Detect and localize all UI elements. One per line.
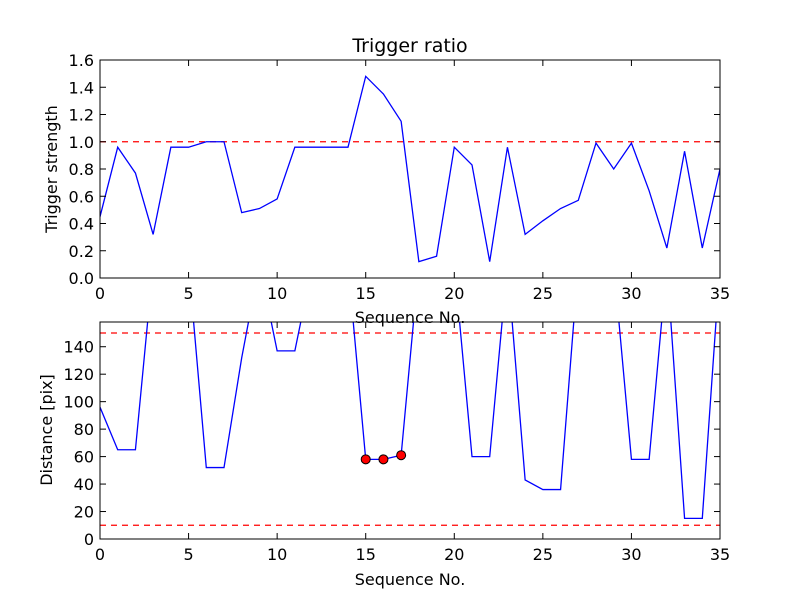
bottom-series-line [100, 322, 717, 520]
top-y-tick-label: 1.4 [69, 78, 94, 97]
top-plot-area [100, 75, 720, 263]
top-x-axis-label: Sequence No. [355, 308, 466, 327]
bottom-data-marker [396, 450, 407, 461]
top-y-tick-label: 0.4 [69, 215, 94, 234]
bottom-y-tick-label: 100 [63, 393, 94, 412]
bottom-y-tick-label: 20 [74, 503, 94, 522]
bottom-axes-frame [99, 321, 721, 540]
bottom-y-tick-label: 140 [63, 338, 94, 357]
bottom-y-tick-label: 120 [63, 365, 94, 384]
top-series-line [100, 75, 720, 263]
top-y-tick-label: 1.0 [69, 133, 94, 152]
bottom-data-marker [378, 454, 389, 465]
bottom-ticks: 0 5 10 15 20 25 30 35 0 20 40 60 80 100 120 140 [63, 322, 730, 564]
top-axes-frame [99, 59, 721, 279]
top-x-tick-label: 30 [621, 284, 641, 303]
bottom-x-tick-label: 5 [183, 545, 193, 564]
bottom-x-tick-label: 15 [356, 545, 376, 564]
top-ticks: 0 5 10 15 20 25 30 35 0.0 0.2 0.4 0.6 0.8 1.0 1.2 1.4 1.… [69, 51, 731, 303]
bottom-x-tick-label: 30 [621, 545, 641, 564]
bottom-y-tick-label: 60 [74, 448, 94, 467]
bottom-data-marker [360, 454, 371, 465]
bottom-x-tick-label: 10 [267, 545, 287, 564]
top-y-tick-label: 1.6 [69, 51, 94, 70]
bottom-x-tick-label: 25 [533, 545, 553, 564]
bottom-x-tick-label: 0 [95, 545, 105, 564]
top-y-tick-label: 0.6 [69, 187, 94, 206]
top-x-tick-label: 15 [356, 284, 376, 303]
top-x-tick-label: 10 [267, 284, 287, 303]
bottom-x-tick-label: 35 [710, 545, 730, 564]
bottom-y-tick-label: 0 [84, 530, 94, 549]
bottom-y-tick-label: 80 [74, 420, 94, 439]
bottom-plot-area [100, 322, 720, 526]
top-chart-title: Trigger ratio [351, 35, 467, 57]
top-y-axis-label: Trigger strength [42, 105, 61, 234]
bottom-y-tick-label: 40 [74, 475, 94, 494]
top-y-tick-label: 0.2 [69, 242, 94, 261]
top-y-tick-label: 0.0 [69, 269, 94, 288]
top-y-tick-label: 1.2 [69, 106, 94, 125]
top-x-tick-label: 0 [95, 284, 105, 303]
top-y-tick-label: 0.8 [69, 160, 94, 179]
top-x-tick-label: 20 [444, 284, 464, 303]
bottom-x-tick-label: 20 [444, 545, 464, 564]
bottom-chart: 0 5 10 15 20 25 30 35 0 20 40 60 80 100 120 140 Sequenc… [37, 321, 730, 589]
top-x-tick-label: 25 [533, 284, 553, 303]
top-x-tick-label: 35 [710, 284, 730, 303]
top-chart: Trigger ratio 0 5 10 15 20 25 30 35 0.0 0.2 0.4 0.6… [42, 35, 730, 327]
bottom-x-axis-label: Sequence No. [355, 570, 466, 589]
top-x-tick-label: 5 [183, 284, 193, 303]
bottom-y-axis-label: Distance [pix] [37, 374, 56, 486]
